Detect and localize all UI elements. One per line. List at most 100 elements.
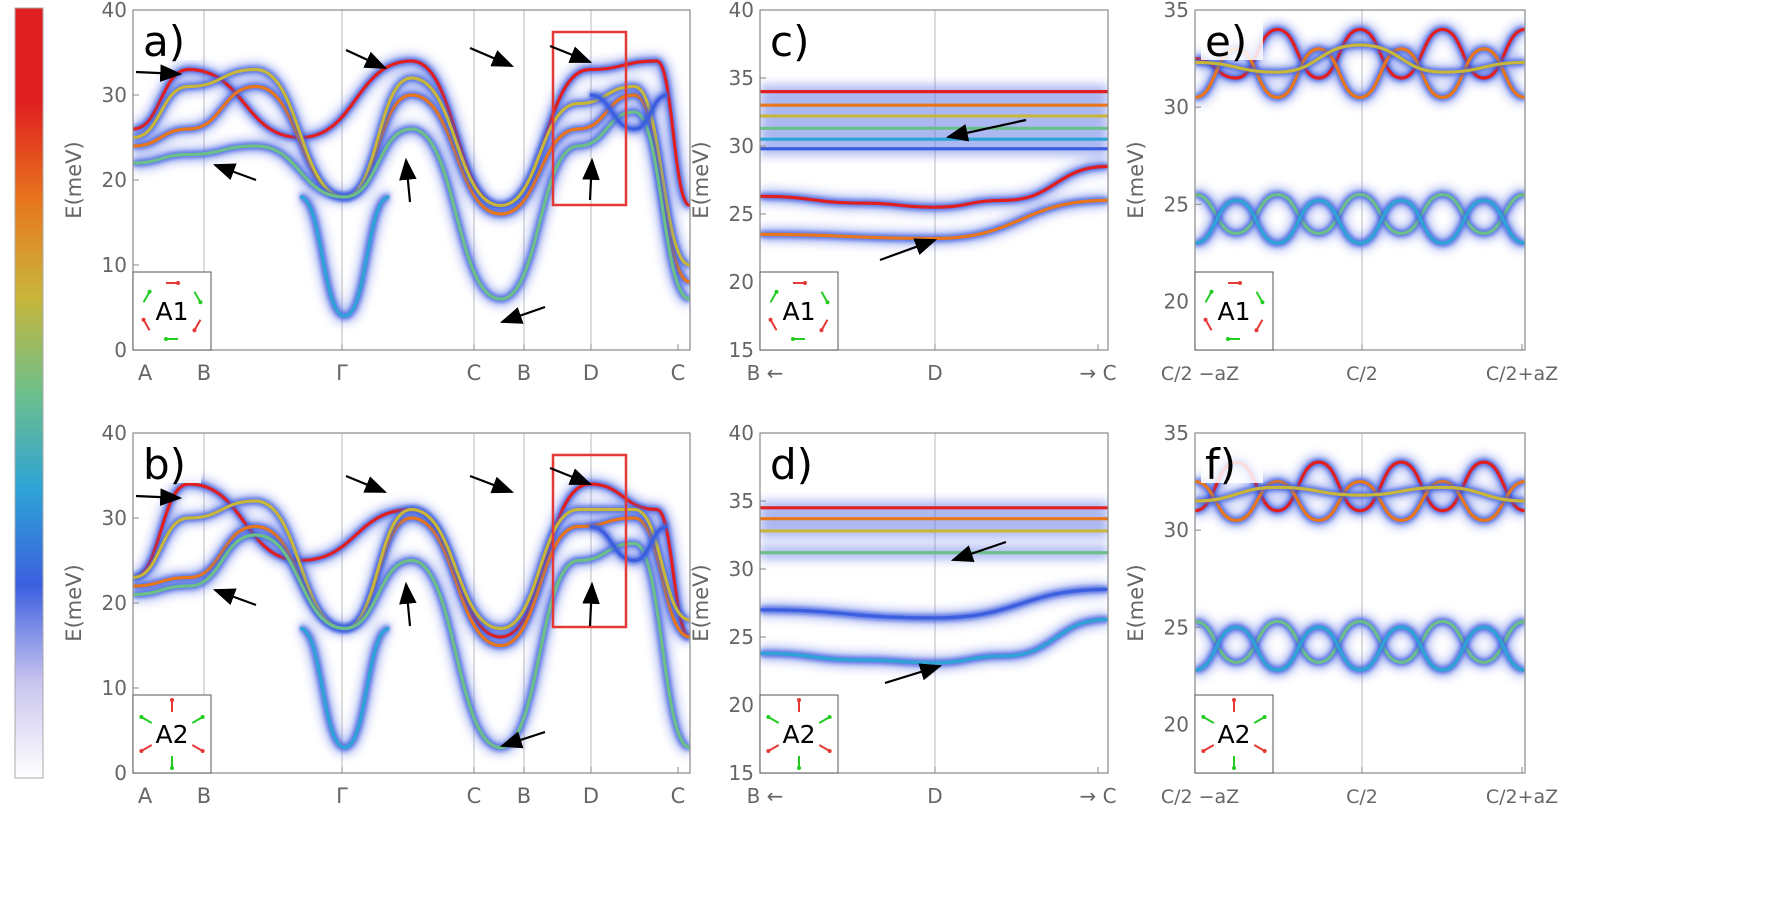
annotation-arrow (469, 474, 515, 494)
y-tick-label: 25 (1164, 615, 1189, 639)
y-tick-label: 35 (1164, 421, 1189, 445)
band-lower (760, 617, 1108, 665)
y-tick-label: 40 (102, 0, 127, 22)
panel-f: 20 25 30 35 E(meV) C/2 −aZ C/2 C/2+aZ f) A2 (1124, 421, 1558, 808)
mode-inset: A1 (1194, 271, 1274, 351)
panel-a: 0 10 20 30 40 E(meV) A B Γ C B D Ca) A1 (62, 0, 691, 385)
inset-label: A2 (1217, 720, 1250, 749)
x-tick-label: C/2 −aZ (1161, 363, 1239, 385)
panel-d: 15 20 25 30 35 40 E(meV) B ← D → C d) A2 (689, 421, 1117, 808)
spin-arrow-head (170, 698, 174, 702)
spin-arrow (818, 716, 831, 724)
panel-c: 15 20 25 30 35 40 E(meV) B ← D → C c) A1 (689, 0, 1117, 385)
annotation-arrow (499, 730, 546, 749)
y-tick-label: 10 (102, 253, 127, 277)
y-tick-label: 30 (729, 557, 754, 581)
band-upper-c (1195, 485, 1525, 503)
panel-e: 20 25 30 35 E(meV) C/2 −aZ C/2 C/2+aZ e) A1 (1124, 0, 1558, 385)
inset-label: A2 (782, 720, 815, 749)
spin-arrow-head (1201, 749, 1206, 753)
y-tick-label: 25 (729, 202, 754, 226)
spin-arrow-head (147, 289, 152, 294)
spin-arrow (767, 716, 780, 724)
spin-arrow-head (766, 715, 771, 719)
spin-arrow-head (827, 715, 832, 719)
panel-label-bg (139, 14, 201, 60)
annotation-arrow (879, 238, 938, 262)
spin-arrow (820, 319, 829, 331)
spin-arrow-head (791, 337, 795, 341)
spin-arrow-head (200, 749, 205, 753)
plot-frame (759, 432, 1109, 774)
band-lower-b (1195, 625, 1525, 672)
band-dip-d (589, 524, 669, 563)
band-gamma-dip (299, 626, 390, 750)
x-tick-label: C (467, 784, 482, 808)
spin-arrow-head (766, 749, 771, 753)
x-tick-label: Γ (336, 784, 348, 808)
x-tick-label: C/2+aZ (1486, 786, 1558, 808)
plot-frame (759, 9, 1109, 351)
annotation-arrow (212, 163, 257, 182)
annotation-arrow (549, 44, 593, 64)
spin-arrow-head (139, 715, 144, 719)
x-tick-label: D (583, 784, 599, 808)
y-axis-label: E(meV) (689, 141, 713, 218)
x-tick-label: B ← (747, 361, 784, 385)
y-tick-label: 15 (729, 338, 754, 362)
panel-label: a) (143, 17, 185, 66)
spin-arrow (769, 319, 778, 331)
band-gamma-dip (299, 195, 390, 318)
band-lower-a (1195, 192, 1525, 236)
panel-label: d) (770, 440, 813, 489)
y-axis-label: E(meV) (62, 564, 86, 641)
spin-arrow (142, 291, 151, 303)
spin-arrow-head (1201, 715, 1206, 719)
y-tick-label: 30 (729, 134, 754, 158)
spin-arrow (140, 716, 153, 724)
bands (133, 480, 690, 752)
spin-arrow-head (1232, 766, 1236, 770)
annotation-arrow (945, 118, 1027, 142)
band-lower (760, 164, 1108, 209)
spin-arrow-head (797, 766, 801, 770)
spin-arrow-head (774, 289, 779, 294)
spin-arrow-head (1209, 289, 1214, 294)
spin-arrow (820, 291, 829, 303)
panel-label-bg (1201, 437, 1263, 483)
x-tick-label: B (197, 361, 211, 385)
x-tick-label: A (138, 361, 153, 385)
annotation-arrow (950, 540, 1007, 562)
spin-arrow-head (139, 749, 144, 753)
spin-arrow (1255, 291, 1264, 303)
spin-arrow (1202, 744, 1215, 752)
plot-frame (1194, 432, 1526, 774)
band-mid-b (133, 499, 690, 631)
x-tick-label: C (671, 784, 686, 808)
y-axis-label: E(meV) (1124, 564, 1148, 641)
zoom-region-box (551, 453, 628, 629)
annotation-arrow (399, 581, 417, 627)
spin-arrow (1204, 319, 1213, 331)
inset-label: A2 (155, 720, 188, 749)
annotation-arrow (582, 581, 600, 627)
y-tick-label: 30 (102, 506, 127, 530)
spin-arrow-head (192, 328, 197, 333)
spin-arrow (1255, 319, 1264, 331)
plot-frame (1194, 9, 1526, 351)
mode-inset: A2 (132, 694, 212, 774)
spin-arrow-head (1232, 698, 1236, 702)
y-tick-label: 35 (729, 489, 754, 513)
panel-b: 0 10 20 30 40 E(meV) A B Γ C B D Cb) A2 (62, 421, 691, 808)
inset-frame (132, 271, 212, 351)
y-tick-label: 10 (102, 676, 127, 700)
y-tick-label: 35 (1164, 0, 1189, 22)
panel-label: b) (143, 440, 186, 489)
y-tick-label: 30 (1164, 95, 1189, 119)
panel-label-bg (766, 14, 828, 60)
mode-inset: A1 (759, 271, 839, 351)
annotation-arrow (135, 488, 183, 506)
spin-arrow (769, 291, 778, 303)
spin-arrow-head (1262, 749, 1267, 753)
